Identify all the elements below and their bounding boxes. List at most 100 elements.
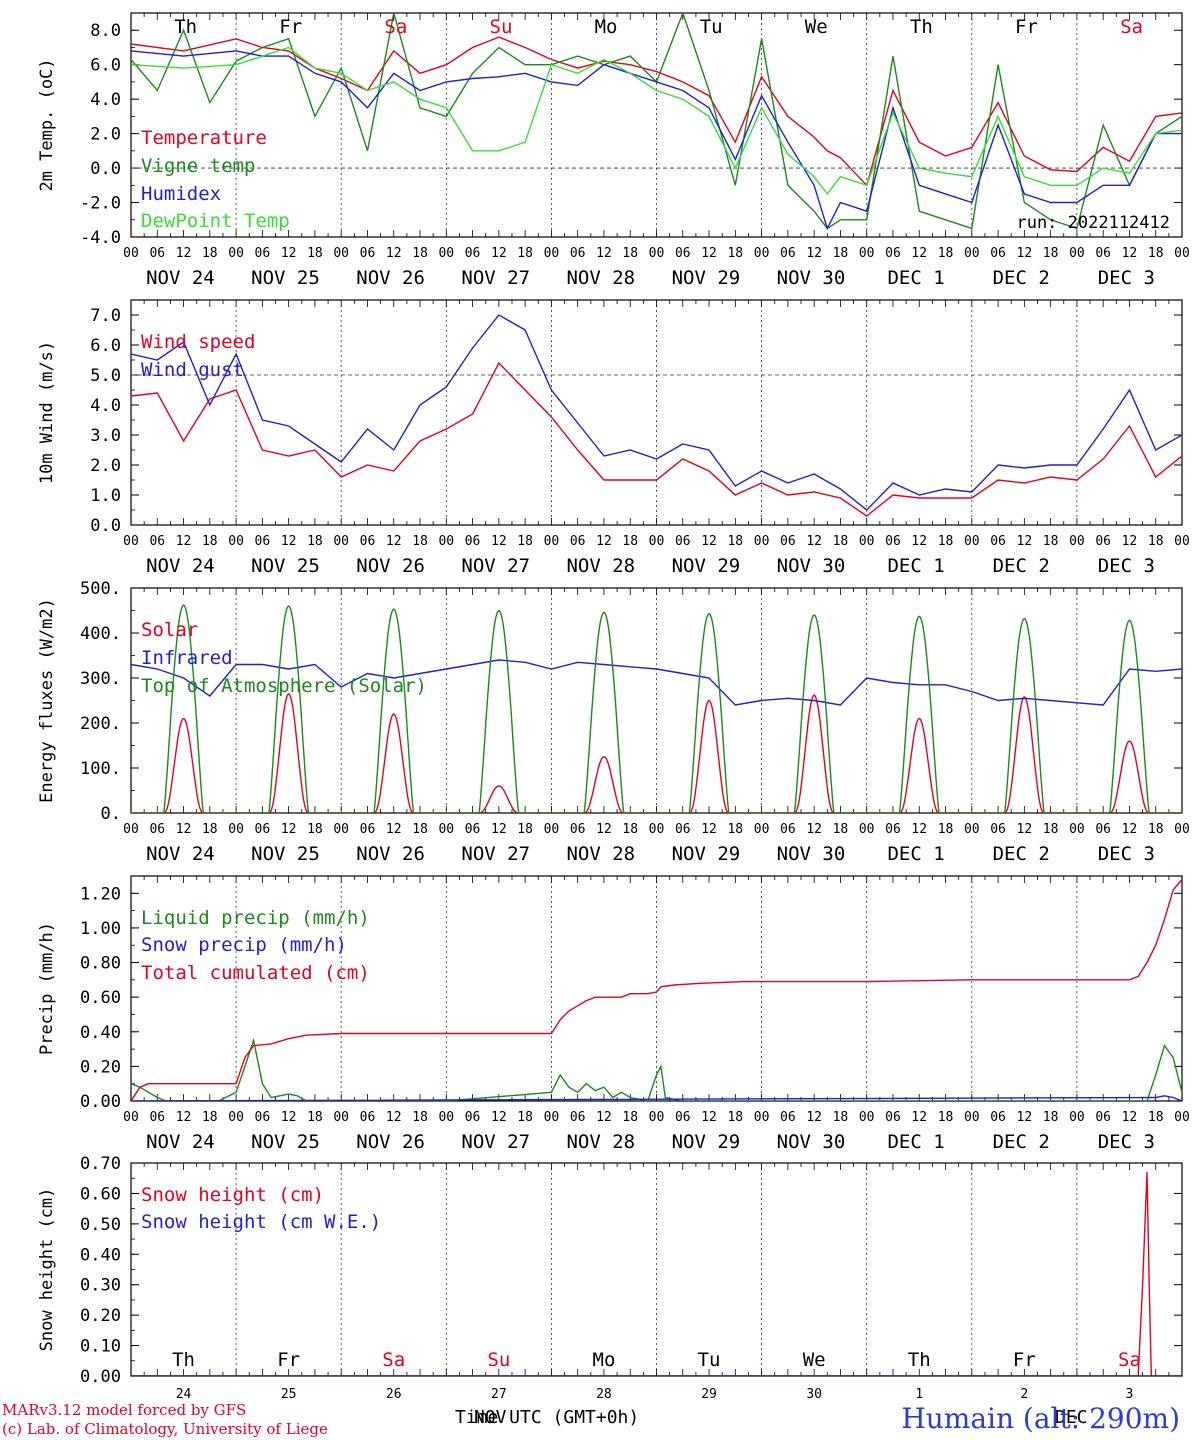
hour-tick-label: 18 <box>727 1110 743 1125</box>
series-line-total-cumulated-cm- <box>131 879 1182 1101</box>
hour-tick-label: 18 <box>833 822 849 837</box>
hour-tick-label: 12 <box>176 822 192 837</box>
date-label: NOV 27 <box>461 267 530 289</box>
panel-2 <box>130 299 1183 526</box>
hour-tick-label: 00 <box>333 1110 349 1125</box>
hour-tick-label: 12 <box>281 1110 297 1125</box>
y-tick-label: 0.0 <box>90 516 121 536</box>
station-location: Humain (alt: 290m) <box>901 1402 1180 1435</box>
y-tick-label: 0. <box>101 804 121 824</box>
hour-tick-label: 12 <box>1017 534 1033 549</box>
day-number-label: 29 <box>701 1387 717 1402</box>
hour-tick-label: 06 <box>149 534 165 549</box>
hour-tick-label: 18 <box>412 822 428 837</box>
date-label: NOV 29 <box>672 843 741 865</box>
date-label: DEC 1 <box>887 843 944 865</box>
date-label: DEC 2 <box>993 1131 1050 1153</box>
hour-tick-label: 12 <box>281 534 297 549</box>
panel-5 <box>130 1162 1183 1377</box>
date-label: NOV 29 <box>672 1131 741 1153</box>
hour-tick-label: 00 <box>1069 246 1085 261</box>
date-label: NOV 28 <box>566 1131 635 1153</box>
hour-tick-label: 18 <box>412 534 428 549</box>
hour-tick-label: 00 <box>333 246 349 261</box>
y-tick-label: 8.0 <box>90 21 121 41</box>
hour-tick-label: 12 <box>491 1110 507 1125</box>
hour-tick-label: 00 <box>228 534 244 549</box>
hour-tick-label: 06 <box>570 246 586 261</box>
hour-tick-label: 12 <box>596 1110 612 1125</box>
hour-tick-label: 18 <box>622 822 638 837</box>
hour-tick-label: 18 <box>1148 822 1164 837</box>
legend-entry: Top of Atmosphere (Solar) <box>141 675 427 697</box>
weekday-label: Fr <box>1013 1349 1036 1371</box>
hour-tick-label: 00 <box>123 1110 139 1125</box>
legend-entry: Wind gust <box>141 359 244 381</box>
weekday-label: We <box>803 1349 826 1371</box>
y-tick-label: 6.0 <box>90 56 121 76</box>
weekday-label: Th <box>910 16 933 38</box>
credit-line-1: MARv3.12 model forced by GFS <box>2 1401 246 1419</box>
hour-tick-label: 00 <box>859 534 875 549</box>
hour-tick-label: 00 <box>1069 822 1085 837</box>
y-tick-label: 1.0 <box>90 486 121 506</box>
date-label: NOV 28 <box>566 267 635 289</box>
hour-tick-label: 12 <box>176 534 192 549</box>
day-number-label: 2 <box>1020 1387 1028 1402</box>
hour-tick-label: 06 <box>675 1110 691 1125</box>
x-axis-month-label: NOV <box>474 1407 507 1428</box>
hour-tick-label: 06 <box>1095 1110 1111 1125</box>
y-tick-label: 1.20 <box>80 884 121 904</box>
series-line-wind-speed <box>131 361 1182 517</box>
weekday-label: Mo <box>595 16 618 38</box>
date-label: NOV 24 <box>146 1131 215 1153</box>
series-line-snow-height-cm- <box>131 1172 1182 1376</box>
day-number-label: 30 <box>806 1387 822 1402</box>
weekday-label: Sa <box>1118 1349 1141 1371</box>
hour-tick-label: 18 <box>202 534 218 549</box>
day-number-label: 1 <box>915 1387 923 1402</box>
hour-tick-label: 00 <box>964 534 980 549</box>
hour-tick-label: 12 <box>491 534 507 549</box>
weekday-label: Fr <box>1015 16 1038 38</box>
hour-tick-label: 00 <box>1174 534 1190 549</box>
hour-tick-label: 00 <box>123 822 139 837</box>
hour-tick-label: 12 <box>806 822 822 837</box>
weekday-label: Sa <box>382 1349 405 1371</box>
y-axis-label: 2m Temp. (oC) <box>37 58 57 191</box>
hour-tick-label: 12 <box>1122 1110 1138 1125</box>
series-line-infrared <box>131 659 1182 706</box>
hour-tick-label: 00 <box>438 246 454 261</box>
panel-4 <box>130 875 1183 1102</box>
date-label: NOV 27 <box>461 555 530 577</box>
hour-tick-label: 12 <box>806 1110 822 1125</box>
day-number-label: 3 <box>1126 1387 1134 1402</box>
date-label: DEC 3 <box>1098 555 1155 577</box>
day-number-label: 25 <box>281 1387 297 1402</box>
weekday-label: Su <box>490 16 513 38</box>
hour-tick-label: 06 <box>360 1110 376 1125</box>
date-label: NOV 26 <box>356 843 425 865</box>
date-label: DEC 3 <box>1098 267 1155 289</box>
hour-tick-label: 18 <box>622 1110 638 1125</box>
y-tick-label: 0.0 <box>90 159 121 179</box>
y-tick-label: 200. <box>80 714 121 734</box>
weekday-label: Sa <box>1120 16 1143 38</box>
series-line-liquid-precip-mm-h- <box>131 1037 1182 1101</box>
hour-tick-label: 06 <box>465 822 481 837</box>
hour-tick-label: 06 <box>990 246 1006 261</box>
date-label: NOV 25 <box>251 267 320 289</box>
hour-tick-label: 18 <box>412 1110 428 1125</box>
hour-tick-label: 06 <box>149 1110 165 1125</box>
legend-entry: Snow height (cm W.E.) <box>141 1211 381 1233</box>
hour-tick-label: 18 <box>1043 822 1059 837</box>
y-tick-label: 1.00 <box>80 919 121 939</box>
y-tick-label: 6.0 <box>90 336 121 356</box>
hour-tick-label: 18 <box>307 822 323 837</box>
hour-tick-label: 00 <box>754 534 770 549</box>
y-tick-label: 0.50 <box>80 1215 121 1235</box>
hour-tick-label: 00 <box>123 246 139 261</box>
hour-tick-label: 18 <box>307 246 323 261</box>
hour-tick-label: 06 <box>465 534 481 549</box>
hour-tick-label: 00 <box>649 246 665 261</box>
